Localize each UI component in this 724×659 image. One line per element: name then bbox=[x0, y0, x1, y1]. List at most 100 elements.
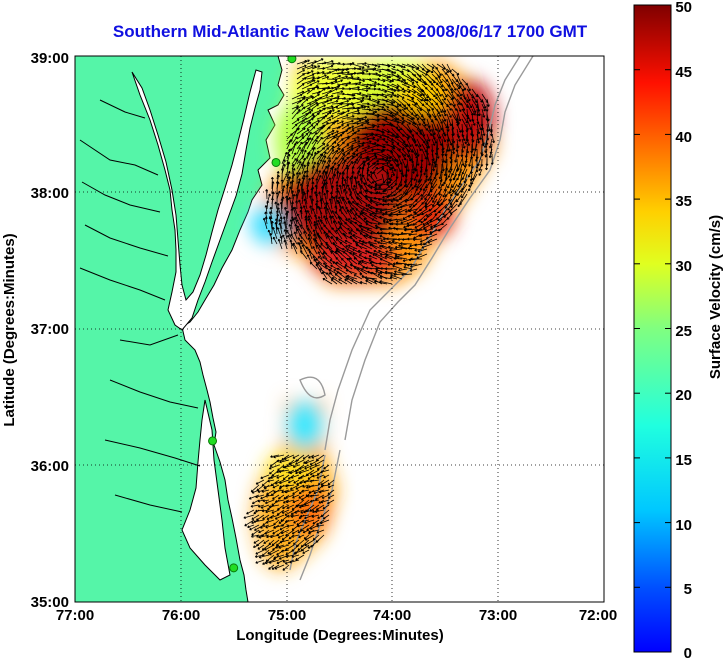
velocity-arrow bbox=[356, 88, 369, 92]
velocity-arrow bbox=[291, 93, 303, 100]
velocity-arrow bbox=[296, 155, 305, 165]
velocity-arrow bbox=[299, 514, 310, 518]
velocity-arrow bbox=[456, 93, 463, 100]
velocity-arrow bbox=[419, 238, 428, 243]
velocity-arrow bbox=[366, 168, 370, 180]
velocity-arrow bbox=[393, 257, 403, 260]
velocity-arrow bbox=[306, 126, 316, 135]
velocity-arrow bbox=[323, 474, 330, 479]
velocity-arrow bbox=[373, 196, 383, 200]
velocity-arrow bbox=[414, 228, 428, 233]
velocity-arrow bbox=[298, 534, 305, 539]
velocity-arrow bbox=[426, 138, 431, 149]
velocity-arrow bbox=[286, 148, 291, 160]
velocity-arrow bbox=[304, 514, 315, 520]
x-tick-label: 74:00 bbox=[373, 607, 411, 624]
x-tick-labels: 77:00 76:00 75:00 74:00 73:00 72:00 bbox=[56, 607, 617, 624]
velocity-arrow bbox=[361, 240, 373, 245]
velocity-arrow bbox=[386, 98, 396, 104]
velocity-arrow bbox=[328, 198, 333, 210]
velocity-arrow bbox=[357, 180, 363, 190]
velocity-arrow bbox=[388, 240, 398, 245]
velocity-arrow bbox=[323, 206, 328, 220]
velocity-arrow bbox=[438, 183, 443, 196]
velocity-arrow bbox=[281, 159, 286, 170]
velocity-arrow bbox=[404, 208, 413, 213]
velocity-arrow bbox=[284, 212, 288, 225]
velocity-arrow bbox=[291, 109, 301, 120]
velocity-arrow bbox=[244, 519, 255, 527]
velocity-arrow bbox=[406, 263, 418, 267]
velocity-arrow bbox=[381, 103, 390, 109]
velocity-arrow bbox=[323, 464, 330, 470]
velocity-arrow bbox=[466, 138, 471, 147]
velocity-arrow bbox=[361, 243, 373, 250]
velocity-arrow bbox=[306, 137, 314, 150]
velocity-arrow bbox=[456, 148, 460, 158]
velocity-arrow bbox=[326, 149, 335, 160]
velocity-arrow bbox=[292, 454, 300, 459]
velocity-arrow bbox=[345, 245, 353, 250]
velocity-arrow bbox=[313, 489, 325, 495]
velocity-arrow bbox=[321, 118, 332, 125]
velocity-arrow bbox=[257, 504, 265, 508]
velocity-arrow bbox=[321, 98, 333, 105]
velocity-arrow bbox=[301, 64, 314, 70]
velocity-arrow bbox=[441, 113, 447, 122]
velocity-arrow bbox=[363, 256, 373, 260]
velocity-arrow bbox=[391, 168, 396, 177]
velocity-arrow bbox=[376, 93, 388, 99]
velocity-arrow bbox=[355, 228, 368, 235]
velocity-arrow bbox=[312, 474, 320, 478]
velocity-arrow bbox=[270, 220, 274, 235]
velocity-arrow bbox=[391, 93, 400, 98]
velocity-arrow bbox=[436, 88, 442, 97]
velocity-arrow bbox=[315, 178, 319, 190]
velocity-arrow bbox=[355, 244, 368, 250]
velocity-arrow bbox=[272, 529, 280, 535]
velocity-arrow bbox=[369, 235, 383, 240]
velocity-arrow bbox=[375, 203, 388, 207]
velocity-arrow bbox=[269, 514, 280, 519]
velocity-arrow bbox=[316, 464, 325, 471]
velocity-arrow bbox=[379, 280, 393, 285]
velocity-arrow bbox=[294, 549, 305, 555]
velocity-arrow bbox=[426, 153, 431, 166]
velocity-arrow bbox=[309, 261, 318, 270]
colorbar-tick-label: 25 bbox=[675, 323, 692, 340]
colorbar-tick-label: 15 bbox=[675, 452, 692, 469]
velocity-arrow bbox=[286, 153, 291, 165]
velocity-arrow bbox=[316, 153, 324, 165]
velocity-arrow bbox=[310, 187, 314, 200]
colorbar: 50 45 40 35 30 25 20 15 10 5 0 Surface V… bbox=[633, 0, 724, 659]
velocity-arrow bbox=[337, 227, 343, 235]
velocity-arrow bbox=[449, 193, 458, 205]
velocity-arrow bbox=[371, 113, 380, 118]
velocity-arrow bbox=[296, 64, 307, 70]
velocity-arrow bbox=[401, 138, 408, 148]
velocity-arrow bbox=[286, 139, 292, 150]
velocity-arrow bbox=[311, 65, 321, 70]
velocity-arrow bbox=[366, 144, 380, 150]
velocity-arrow bbox=[300, 250, 308, 260]
colorbar-tick-label: 45 bbox=[675, 64, 692, 81]
velocity-arrow bbox=[356, 83, 369, 88]
velocity-arrow bbox=[292, 499, 300, 504]
velocity-arrow bbox=[379, 215, 388, 220]
velocity-arrow bbox=[369, 206, 383, 210]
velocity-arrow bbox=[461, 83, 466, 91]
velocity-arrow bbox=[330, 279, 338, 285]
velocity-arrow bbox=[296, 225, 303, 235]
colorbar-tick-label: 30 bbox=[675, 258, 692, 275]
velocity-arrow bbox=[454, 183, 463, 195]
velocity-arrow bbox=[331, 95, 340, 100]
velocity-arrow bbox=[311, 103, 319, 110]
velocity-arrow bbox=[311, 93, 320, 100]
velocity-arrow bbox=[255, 549, 265, 555]
velocity-arrow bbox=[311, 165, 316, 175]
velocity-arrow bbox=[289, 559, 300, 564]
velocity-arrow bbox=[291, 168, 296, 180]
velocity-arrow bbox=[306, 189, 310, 200]
velocity-arrow bbox=[371, 103, 385, 109]
velocity-arrow bbox=[427, 238, 438, 244]
